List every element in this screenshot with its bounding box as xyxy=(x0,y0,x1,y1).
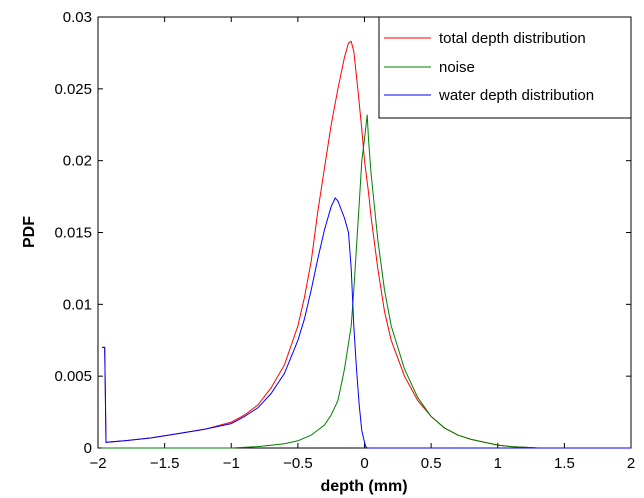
y-tick-label: 0.01 xyxy=(63,296,92,313)
series-noise-line xyxy=(102,114,631,449)
x-tick-label: 2 xyxy=(627,455,635,472)
x-tick-label: 0 xyxy=(360,455,368,472)
x-tick-label: 1.5 xyxy=(554,455,575,472)
y-tick-label: 0.005 xyxy=(54,368,92,385)
y-tick-label: 0.02 xyxy=(63,153,92,170)
x-tick-label: 1 xyxy=(494,455,502,472)
y-axis-title: PDF xyxy=(21,216,38,248)
legend-label-water: water depth distribution xyxy=(438,87,594,104)
series-lines xyxy=(102,40,631,449)
y-tick-label: 0.03 xyxy=(63,9,92,26)
x-tick-label: −1 xyxy=(223,455,240,472)
legend-label-noise: noise xyxy=(439,59,475,76)
legend-label-total: total depth distribution xyxy=(439,30,586,47)
x-tick-label: −1.5 xyxy=(150,455,180,472)
y-tick-label: 0 xyxy=(84,440,92,457)
x-tick-label: −2 xyxy=(89,455,106,472)
x-axis-title: depth (mm) xyxy=(320,478,407,495)
series-water-depth-line xyxy=(102,197,631,449)
y-tick-label: 0.015 xyxy=(54,225,92,242)
legend: total depth distribution noise water dep… xyxy=(378,16,632,119)
y-tick-label: 0.025 xyxy=(54,81,92,98)
x-tick-label: −0.5 xyxy=(283,455,313,472)
x-tick-label: 0.5 xyxy=(421,455,442,472)
